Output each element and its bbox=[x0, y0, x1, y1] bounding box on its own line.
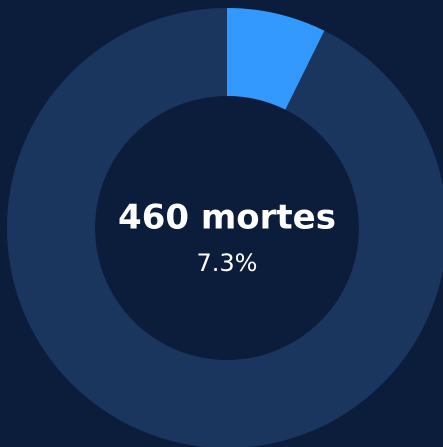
slice bbox=[227, 8, 325, 110]
center-value: 7.3% bbox=[197, 249, 258, 277]
donut bbox=[7, 8, 443, 447]
center-title: 460 mortes bbox=[118, 198, 336, 238]
slice bbox=[7, 8, 443, 447]
